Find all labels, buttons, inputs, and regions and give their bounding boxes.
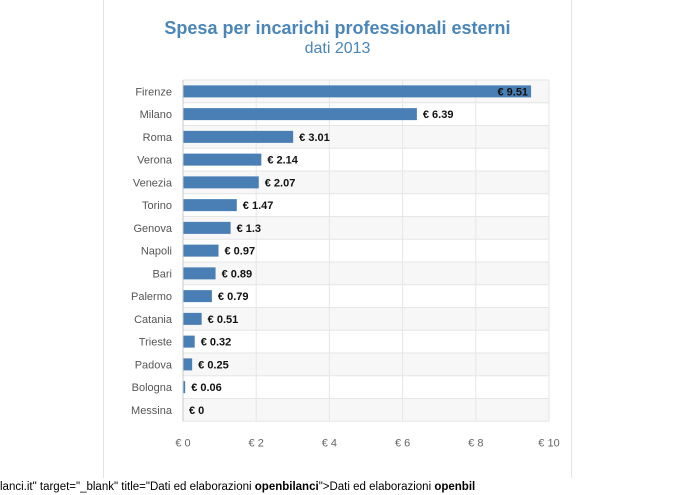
row-band (183, 353, 549, 376)
data-label: € 1.47 (243, 200, 274, 212)
data-label: € 6.39 (423, 109, 454, 121)
category-label: Verona (137, 155, 173, 167)
category-label: Trieste (139, 337, 172, 349)
row-band (183, 398, 549, 422)
data-label: € 0.25 (198, 359, 229, 371)
bar (183, 244, 219, 257)
data-label: € 9.51 (497, 86, 528, 98)
bar (183, 221, 231, 234)
category-label: Padova (135, 359, 173, 371)
bar-chart: Firenze € 9.51 Milano € 6.39 Roma € 3.01 Veron… (131, 79, 560, 449)
data-label: € 0.51 (208, 314, 239, 326)
category-label: Messina (131, 405, 173, 417)
data-label: € 0.89 (222, 268, 253, 280)
x-tick-label: € 0 (175, 437, 190, 449)
footer-brand: openbil (434, 481, 476, 493)
footer-text: lanci.it" target="_blank" title="Dati ed… (0, 481, 255, 493)
bar (183, 108, 417, 121)
bar (183, 290, 212, 303)
row-band (183, 262, 549, 285)
footer-brand: openbilanci (254, 481, 319, 493)
chart-card: Spesa per incarichi professionali estern… (103, 0, 572, 478)
data-label: € 3.01 (299, 132, 330, 144)
row-band (183, 330, 549, 353)
bar (183, 358, 193, 371)
data-label: € 0 (189, 405, 204, 417)
category-label: Roma (143, 132, 173, 144)
data-label: € 0.06 (191, 382, 222, 394)
bar (183, 381, 186, 394)
row-band (183, 148, 549, 171)
data-label: € 0.32 (201, 337, 232, 349)
x-tick-label: € 8 (468, 437, 483, 449)
category-label: Palermo (131, 291, 172, 303)
bar (183, 153, 262, 166)
row-band (183, 171, 549, 194)
chart-subtitle: dati 2013 (304, 40, 371, 57)
x-tick-label: € 6 (395, 437, 410, 449)
category-label: Venezia (133, 177, 173, 189)
data-label: € 1.3 (237, 223, 261, 235)
row-band (183, 307, 549, 331)
x-tick-label: € 10 (538, 437, 559, 449)
bar (183, 312, 202, 325)
row-band (183, 239, 549, 262)
category-label: Bologna (132, 382, 173, 394)
source-footer: lanci.it" target="_blank" title="Dati ed… (0, 481, 700, 493)
category-label: Bari (152, 268, 172, 280)
category-label: Napoli (141, 246, 172, 258)
bar (183, 85, 532, 98)
row-band (183, 216, 549, 240)
x-tick-label: € 2 (249, 437, 264, 449)
bar (183, 130, 294, 143)
row-band (183, 284, 549, 308)
category-label: Catania (134, 314, 173, 326)
bar (183, 199, 237, 212)
bar (183, 267, 216, 280)
chart-title: Spesa per incarichi professionali estern… (164, 18, 511, 38)
footer-text: ">Dati ed elaborazioni (318, 481, 435, 493)
category-label: Genova (133, 223, 172, 235)
category-label: Firenze (135, 86, 172, 98)
category-label: Torino (142, 200, 172, 212)
x-tick-label: € 4 (322, 437, 337, 449)
row-band (183, 193, 549, 217)
data-label: € 2.07 (265, 177, 296, 189)
data-label: € 0.97 (225, 246, 256, 258)
bar (183, 335, 195, 348)
data-label: € 2.14 (267, 155, 298, 167)
row-band (183, 375, 549, 399)
category-label: Milano (140, 109, 172, 121)
data-label: € 0.79 (218, 291, 249, 303)
bar (183, 176, 259, 189)
